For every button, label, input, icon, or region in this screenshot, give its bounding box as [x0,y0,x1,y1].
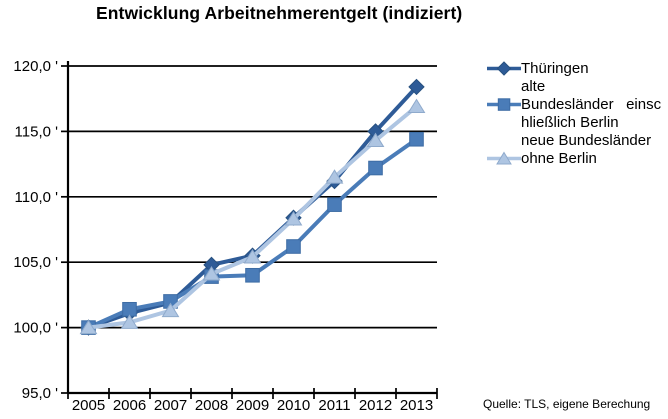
legend-entry-label: neue Bundesländer ohne Berlin [521,132,667,168]
y-axis-label: 100,0 ' [13,320,58,337]
x-axis-label: 2011 [318,397,350,414]
y-axis-label: 115,0 ' [15,123,59,140]
data-point [243,249,262,264]
x-axis-label: 2009 [236,397,269,414]
data-point [327,197,342,212]
data-point [407,98,426,114]
chart-title: Entwicklung Arbeitnehmerentgelt (indizie… [96,3,463,23]
x-axis-label: 2012 [359,397,392,414]
legend-entry-label: alte Bundesländer einsc hließlich Berlin [521,78,667,132]
x-axis-label: 2010 [277,397,310,414]
y-axis-label: 95,0 ' [22,385,58,402]
legend-entry: neue Bundesländer ohne Berlin [487,132,667,168]
legend-text-line: neue Bundesländer [521,132,652,149]
data-point [79,319,98,335]
x-axis-label: 2013 [400,397,433,414]
data-point [122,301,137,317]
x-axis-label: 2008 [195,397,228,414]
data-point [408,78,425,96]
legend-text-line: Thüringen [521,60,589,77]
legend-text-line: Bundesländer einsc [521,96,662,113]
data-point [409,131,424,147]
triangle-legend-marker-icon [487,151,521,165]
data-point [245,267,260,283]
data-point [325,169,344,184]
y-axis-label: 105,0 ' [13,254,58,271]
data-point [286,239,301,254]
legend-entry: Thüringen [487,60,667,78]
y-axis-label: 110,0 ' [15,189,59,206]
data-point [368,160,383,176]
legend-text-line: alte [521,78,546,95]
data-point [120,314,139,329]
data-point [202,266,221,281]
data-point [161,302,180,318]
y-axis-label: 120,0 ' [13,58,58,75]
legend-entry: alte Bundesländer einsc hließlich Berlin [487,78,667,132]
x-axis-label: 2005 [72,397,105,414]
legend-text-line: hließlich Berlin [521,114,619,131]
x-axis-label: 2007 [154,397,187,414]
series-line [87,85,418,330]
legend-text-line: ohne Berlin [521,150,597,167]
series-line [87,137,418,330]
data-point [284,211,303,226]
square-legend-marker-icon [487,98,521,111]
legend-entry-label: Thüringen [521,60,667,78]
chart-legend: Thüringen alte Bundesländer einsc hließlich… [487,60,667,168]
data-point [366,132,385,148]
x-axis-label: 2006 [113,397,146,414]
source-note: Quelle: TLS, eigene Berechung [483,397,651,411]
diamond-legend-marker-icon [487,61,521,76]
